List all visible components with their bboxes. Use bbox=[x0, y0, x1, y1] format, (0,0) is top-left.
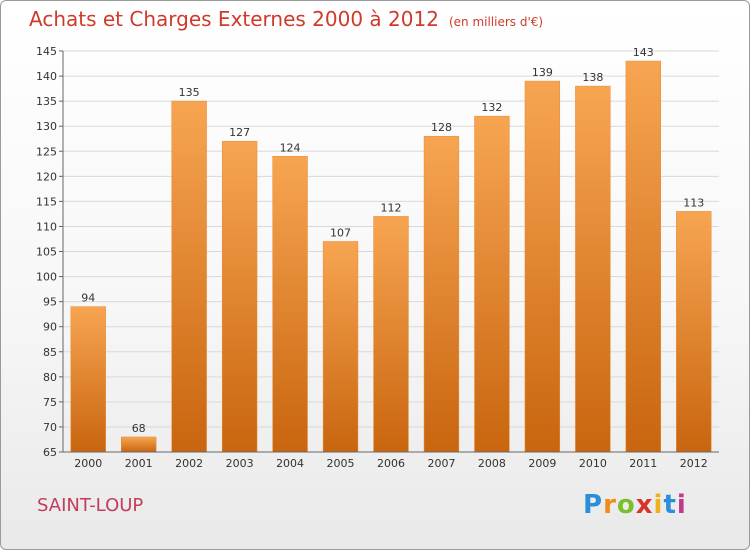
x-axis: 2000 2001 2002 2003 2004 2005 2006 2007 2008 2009… bbox=[63, 451, 719, 470]
y-tick-label: 140 bbox=[36, 70, 57, 83]
bar-2001 bbox=[121, 436, 157, 453]
value-label-2003: 127 bbox=[229, 126, 250, 139]
x-tick-label-2005: 2005 bbox=[327, 457, 355, 470]
logo-letter: r bbox=[603, 490, 617, 520]
y-tick-label: 125 bbox=[36, 145, 57, 158]
value-label-2001: 68 bbox=[132, 422, 146, 435]
y-tick-label: 130 bbox=[36, 120, 57, 133]
bar-2000 bbox=[70, 306, 106, 453]
logo-letter: i bbox=[653, 490, 664, 520]
x-tick-label-2004: 2004 bbox=[276, 457, 304, 470]
logo-letter: i bbox=[676, 490, 687, 520]
value-label-2011: 143 bbox=[633, 46, 654, 59]
value-label-2010: 138 bbox=[582, 71, 603, 84]
place-name: SAINT-LOUP bbox=[37, 495, 144, 516]
bar-2003 bbox=[221, 140, 258, 453]
y-tick-label: 110 bbox=[36, 220, 57, 233]
bar-2011 bbox=[625, 60, 661, 453]
bar-2006 bbox=[373, 216, 409, 453]
value-label-2008: 132 bbox=[481, 101, 502, 114]
bar-2005 bbox=[322, 241, 359, 453]
y-tick-label: 135 bbox=[36, 95, 57, 108]
y-tick-label: 145 bbox=[36, 45, 57, 58]
y-tick-label: 65 bbox=[43, 446, 57, 459]
bar-2007 bbox=[423, 135, 460, 453]
value-label-2009: 139 bbox=[532, 66, 553, 79]
proxiti-logo: Proxiti bbox=[583, 490, 687, 520]
y-tick-label: 115 bbox=[36, 195, 57, 208]
bar-2012 bbox=[676, 211, 712, 453]
bar-2009 bbox=[524, 80, 561, 453]
x-tick-label-2008: 2008 bbox=[478, 457, 506, 470]
x-tick-label-2007: 2007 bbox=[427, 457, 455, 470]
y-tick-label: 105 bbox=[36, 246, 57, 259]
y-tick-label: 70 bbox=[43, 421, 57, 434]
x-tick-label-2003: 2003 bbox=[226, 457, 254, 470]
x-tick-label-2012: 2012 bbox=[680, 457, 708, 470]
x-tick-label-2002: 2002 bbox=[175, 457, 203, 470]
y-tick-label: 80 bbox=[43, 371, 57, 384]
x-tick-label-2010: 2010 bbox=[579, 457, 607, 470]
y-axis: 65 70 75 80 85 90 95 100 105 110 115 120 125 130 135 14… bbox=[36, 45, 64, 459]
x-tick-label-2000: 2000 bbox=[74, 457, 102, 470]
x-tick-label-2001: 2001 bbox=[125, 457, 153, 470]
unit-text: (en milliers d'€) bbox=[448, 15, 544, 29]
logo-letter: x bbox=[635, 490, 654, 520]
bar-2004 bbox=[272, 156, 308, 453]
value-labels: 94 68 135 127 124 107 112 128 132 139 138 143 113 bbox=[81, 46, 704, 435]
y-tick-label: 120 bbox=[36, 170, 57, 183]
y-tick-label: 95 bbox=[43, 296, 57, 309]
logo-letter: o bbox=[616, 490, 636, 520]
chart-title: Achats et Charges Externes 2000 à 2012 (e… bbox=[29, 7, 543, 31]
bar-2002 bbox=[171, 100, 207, 453]
value-label-2002: 135 bbox=[179, 86, 200, 99]
value-label-2012: 113 bbox=[683, 196, 704, 209]
value-label-2007: 128 bbox=[431, 121, 452, 134]
value-label-2000: 94 bbox=[81, 292, 95, 305]
value-label-2004: 124 bbox=[280, 141, 301, 154]
x-tick-label-2006: 2006 bbox=[377, 457, 405, 470]
y-tick-label: 75 bbox=[43, 396, 57, 409]
title-text: Achats et Charges Externes 2000 à 2012 bbox=[29, 7, 439, 31]
y-tick-label: 85 bbox=[43, 346, 57, 359]
value-label-2005: 107 bbox=[330, 226, 351, 239]
bar-2010 bbox=[575, 85, 611, 453]
x-tick-label-2009: 2009 bbox=[528, 457, 556, 470]
y-tick-label: 90 bbox=[43, 321, 57, 334]
value-label-2006: 112 bbox=[381, 201, 402, 214]
bar-2008 bbox=[474, 115, 510, 453]
bars bbox=[70, 60, 712, 453]
y-tick-label: 100 bbox=[36, 271, 57, 284]
logo-letter: P bbox=[583, 490, 604, 520]
x-tick-label-2011: 2011 bbox=[629, 457, 657, 470]
logo-letter: t bbox=[663, 490, 677, 520]
